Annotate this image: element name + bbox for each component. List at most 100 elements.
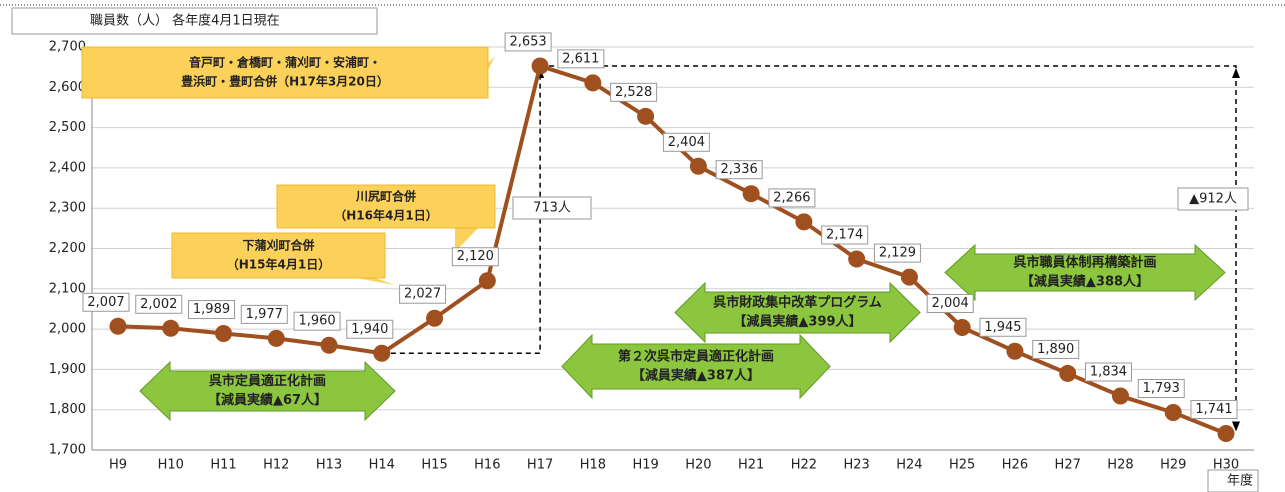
plan-text: 【減員実績▲67人】: [208, 392, 327, 408]
value-label-box: [82, 292, 130, 312]
value-label: 2,002: [140, 297, 177, 312]
callout-tail: [455, 226, 480, 252]
x-tick-label: H24: [896, 458, 922, 473]
x-tick-label: H21: [738, 458, 764, 473]
value-label: 2,653: [509, 34, 546, 49]
x-tick-label: H26: [1002, 458, 1028, 473]
x-tick-label: H19: [632, 458, 658, 473]
y-tick-label: 2,500: [49, 120, 86, 135]
y-tick-label: 2,700: [49, 40, 86, 55]
plan-arrow: [561, 333, 831, 400]
value-label-box: [979, 317, 1027, 337]
y-tick-label: 2,300: [49, 201, 86, 216]
x-tick-label: H27: [1055, 458, 1081, 473]
value-label: 1,940: [351, 322, 388, 337]
x-tick-label: H18: [580, 458, 606, 473]
value-label: 2,404: [668, 135, 705, 150]
callout-text: 川尻町合併: [355, 189, 416, 204]
plan-text: 【減員実績▲399人】: [733, 314, 861, 330]
x-tick-label: H15: [421, 458, 447, 473]
callout-box: [276, 184, 496, 229]
difference-label: ▲912人: [1189, 192, 1237, 207]
value-label: 1,890: [1037, 342, 1074, 357]
value-label-box: [610, 82, 658, 102]
data-point: [215, 325, 233, 343]
x-label-box: [1207, 469, 1259, 492]
data-point: [1111, 387, 1129, 405]
value-label-box: [926, 293, 974, 313]
guide-line: [540, 65, 1237, 424]
y-tick-label: 1,900: [49, 362, 86, 377]
value-label-box: [240, 304, 288, 324]
value-label: 2,004: [932, 296, 969, 311]
value-label: 2,007: [87, 295, 124, 310]
x-tick-label: H11: [210, 458, 236, 473]
difference-box: [1177, 187, 1249, 211]
data-point: [953, 318, 971, 336]
data-point: [742, 185, 760, 203]
data-point: [373, 344, 391, 362]
title-box: [11, 7, 378, 35]
difference-label: 713人: [533, 201, 571, 216]
data-point: [1217, 424, 1235, 442]
value-label-box: [1032, 339, 1080, 359]
data-point: [584, 74, 602, 92]
value-label-box: [451, 247, 499, 267]
data-point: [1059, 364, 1077, 382]
value-label: 1,960: [298, 314, 335, 329]
x-axis-label: 年度: [1227, 473, 1253, 489]
x-tick-label: H14: [369, 458, 395, 473]
callout-text: （H16年4月1日）: [334, 208, 437, 223]
callout-text: 音戸町・倉橋町・蒲刈町・安浦町・: [189, 55, 381, 70]
value-label: 2,336: [721, 162, 758, 177]
value-label-box: [821, 225, 869, 245]
x-tick-label: H13: [316, 458, 342, 473]
value-label-box: [768, 188, 816, 208]
data-point: [320, 336, 338, 354]
plan-text: 【減員実績▲388人】: [1021, 274, 1149, 290]
y-tick-label: 1,800: [49, 402, 86, 417]
plan-text: 【減員実績▲387人】: [632, 368, 760, 384]
value-label: 1,741: [1195, 402, 1232, 417]
x-tick-label: H10: [158, 458, 184, 473]
data-point: [267, 329, 285, 347]
x-tick-label: H12: [263, 458, 289, 473]
value-label: 1,834: [1090, 364, 1127, 379]
data-point: [426, 309, 444, 327]
plan-arrow: [139, 360, 396, 422]
callout-text: 下蒲刈町合併: [242, 238, 314, 253]
data-point: [1164, 404, 1182, 422]
plan-text: 第２次呉市定員適正化計画: [618, 349, 774, 365]
plan-text: 呉市財政集中改革プログラム: [713, 295, 882, 311]
data-point: [531, 57, 549, 75]
x-tick-label: H9: [109, 458, 127, 473]
plan-arrow: [674, 281, 921, 344]
value-label-box: [873, 243, 921, 263]
plan-arrow: [944, 243, 1226, 302]
value-label: 2,611: [562, 51, 599, 66]
guide-arrow: [1232, 67, 1240, 78]
x-tick-label: H29: [1160, 458, 1186, 473]
y-tick-label: 2,000: [49, 322, 86, 337]
value-label: 1,977: [246, 307, 283, 322]
value-label: 1,793: [1143, 381, 1180, 396]
y-tick-label: 1,700: [49, 443, 86, 458]
value-label-box: [135, 294, 183, 314]
plan-text: 呉市定員適正化計画: [209, 373, 326, 389]
callout-text: 豊浜町・豊町合併（H17年3月20日）: [181, 74, 389, 89]
y-tick-label: 2,600: [49, 80, 86, 95]
x-tick-label: H25: [949, 458, 975, 473]
value-label-box: [293, 311, 341, 331]
x-tick-label: H23: [844, 458, 870, 473]
x-tick-label: H20: [685, 458, 711, 473]
data-point: [900, 268, 918, 286]
guide-arrow: [1232, 421, 1240, 432]
x-tick-label: H16: [474, 458, 500, 473]
value-label-box: [188, 300, 236, 320]
value-label: 2,174: [826, 227, 863, 242]
value-label-box: [504, 32, 552, 52]
data-point: [848, 250, 866, 268]
guide-line: [381, 75, 541, 355]
value-label-box: [557, 49, 605, 69]
